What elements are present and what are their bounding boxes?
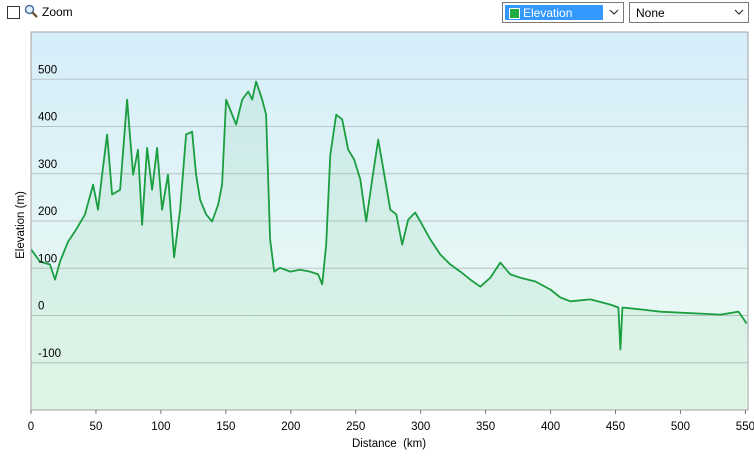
y-tick-label: 400 xyxy=(38,112,57,124)
series-name: Elevation xyxy=(523,6,573,20)
dropdown-arrow xyxy=(734,9,744,15)
series-swatch xyxy=(509,8,520,19)
series-select[interactable]: Elevation xyxy=(502,2,624,23)
x-tick-label: 100 xyxy=(151,421,170,433)
elevation-line xyxy=(31,80,748,351)
x-tick-label: 250 xyxy=(346,421,365,433)
dropdown-arrow xyxy=(609,9,619,15)
x-tick-label: 0 xyxy=(28,421,34,433)
x-tick-label: 350 xyxy=(476,421,495,433)
overlay-value: None xyxy=(636,6,665,20)
y-axis-title: Elevation (m) xyxy=(15,191,27,259)
x-tick-label: 500 xyxy=(671,421,690,433)
x-tick-label: 300 xyxy=(411,421,430,433)
x-tick-label: 450 xyxy=(606,421,625,433)
x-tick-label: 50 xyxy=(90,421,103,433)
x-axis-title: Distance (km) xyxy=(352,438,426,450)
y-tick-label: 200 xyxy=(38,206,57,218)
overlay-select[interactable]: None xyxy=(629,2,749,23)
x-tick-label: 550 xyxy=(736,421,754,433)
x-tick-label: 400 xyxy=(541,421,560,433)
selected-option: Elevation xyxy=(505,5,603,20)
y-tick-label: -100 xyxy=(38,348,61,360)
plot-frame xyxy=(30,31,749,411)
zoom-icon xyxy=(24,4,38,18)
y-tick-label: 100 xyxy=(38,253,57,265)
elevation-area xyxy=(31,81,747,410)
y-tick-label: 0 xyxy=(38,301,44,313)
y-tick-label: 500 xyxy=(38,64,57,76)
zoom-label: Zoom xyxy=(42,5,73,19)
x-tick-label: 200 xyxy=(281,421,300,433)
zoom-checkbox[interactable] xyxy=(7,6,20,19)
x-tick-label: 150 xyxy=(216,421,235,433)
y-tick-label: 300 xyxy=(38,159,57,171)
